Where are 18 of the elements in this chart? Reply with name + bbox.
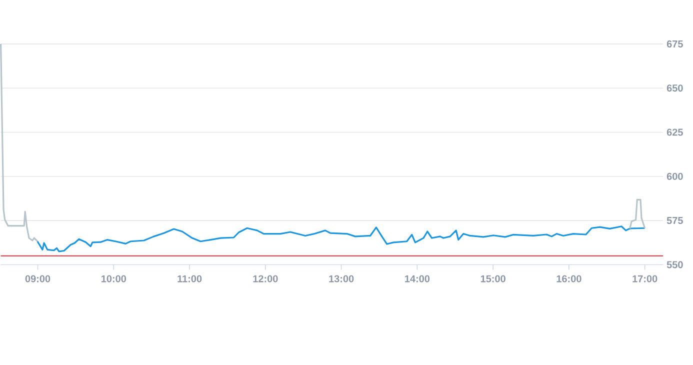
- x-tick-label: 10:00: [101, 275, 126, 282]
- y-tick-label: 675: [666, 40, 683, 48]
- y-tick-label: 625: [666, 128, 683, 136]
- y-tick-label: 575: [666, 217, 683, 224]
- y-tick-label: 550: [666, 261, 683, 268]
- y-tick-label: 650: [666, 84, 683, 92]
- x-tick-label: 16:00: [556, 275, 582, 282]
- x-tick-label: 15:00: [480, 275, 506, 282]
- x-tick-label: 12:00: [253, 275, 278, 282]
- x-tick-label: 14:00: [405, 275, 430, 282]
- y-tick-label: 600: [666, 173, 683, 180]
- x-tick-label: 11:00: [178, 275, 202, 282]
- line-series: [0, 43, 38, 242]
- x-tick-label: 17:00: [632, 275, 658, 282]
- x-tick-label: 13:00: [329, 275, 354, 283]
- line-series: [36, 226, 646, 252]
- line-series: [629, 199, 646, 230]
- x-tick-label: 09:00: [25, 275, 50, 282]
